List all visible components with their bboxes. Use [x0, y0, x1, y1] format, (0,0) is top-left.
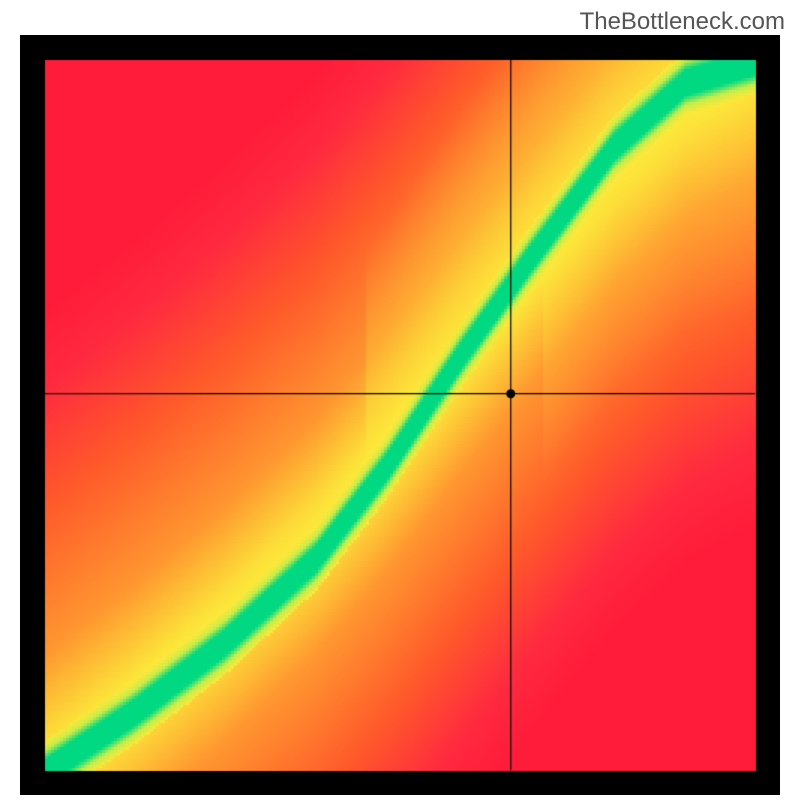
chart-container: TheBottleneck.com [0, 0, 800, 800]
bottleneck-heatmap [20, 35, 780, 795]
heatmap-frame [20, 35, 780, 795]
watermark-text: TheBottleneck.com [580, 8, 785, 36]
